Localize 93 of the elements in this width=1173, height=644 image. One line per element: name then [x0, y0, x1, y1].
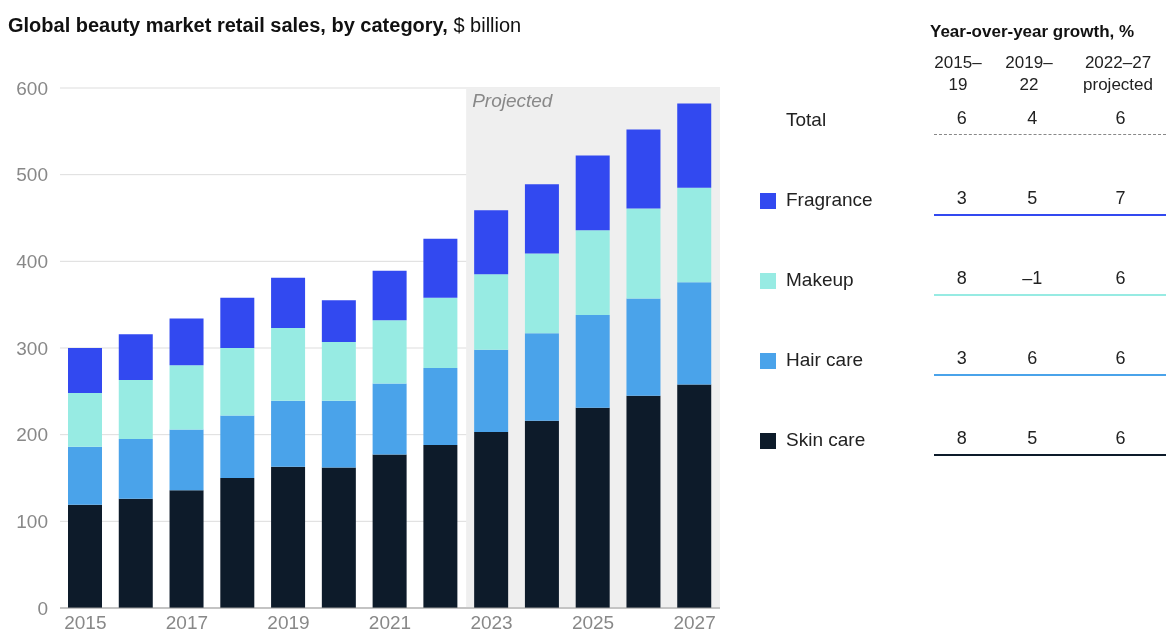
y-tick-label: 500 [16, 164, 48, 186]
x-tick-label: 2021 [368, 612, 412, 634]
bar [271, 400, 306, 467]
bar [118, 380, 153, 439]
bar [626, 395, 661, 608]
bar [474, 274, 509, 350]
bar [68, 348, 102, 394]
y-axis-title: $ billion [453, 14, 522, 36]
legend-label: Hair care [786, 349, 864, 371]
text: 6 [1114, 428, 1127, 450]
bar [68, 446, 102, 505]
bar [321, 341, 356, 401]
y-tick-label: 0 [37, 597, 48, 619]
bar [575, 155, 610, 231]
text: 8 [955, 268, 968, 290]
bar [169, 365, 204, 430]
text: 6 [955, 108, 968, 130]
text: Total [786, 109, 827, 131]
bar [68, 504, 102, 608]
bar [372, 383, 407, 455]
bar [271, 328, 306, 401]
legend-label: Fragrance [786, 189, 873, 211]
bar [626, 208, 661, 299]
x-tick-label: 2015 [64, 612, 107, 634]
bar [677, 103, 712, 188]
x-tick-label: 2019 [267, 612, 310, 634]
bar [423, 297, 458, 368]
text: 6 [1026, 348, 1039, 370]
bar [372, 320, 407, 384]
bar [220, 415, 255, 478]
bar [68, 393, 102, 447]
bar [677, 187, 712, 283]
x-tick-label: 2017 [165, 612, 209, 634]
bar [220, 478, 255, 608]
text: 4 [1026, 108, 1039, 130]
text: 5 [1026, 428, 1039, 450]
bar [271, 466, 306, 608]
y-tick-label: 600 [16, 77, 48, 99]
text: 2022–27 projected [1082, 52, 1154, 96]
bar [474, 210, 509, 275]
bar [474, 432, 509, 608]
bar [321, 400, 356, 468]
text: 2019–22 [1004, 52, 1054, 96]
bar [524, 253, 559, 334]
chart-title: Global beauty market retail sales, by category, [8, 14, 448, 36]
text: 3 [955, 348, 968, 370]
bar [169, 318, 204, 366]
bar [524, 333, 559, 421]
bar [321, 467, 356, 608]
bar [372, 454, 407, 608]
bar [169, 490, 204, 608]
bar [524, 420, 559, 608]
text: 3 [955, 188, 968, 210]
bar [575, 230, 610, 316]
y-tick-label: 400 [16, 251, 48, 273]
y-tick-label: 200 [16, 424, 48, 446]
bar [118, 334, 153, 381]
bar [423, 238, 458, 298]
text: 8 [955, 428, 968, 450]
bar [220, 297, 255, 348]
bar [220, 348, 255, 416]
bar [626, 298, 661, 396]
bar [118, 439, 153, 499]
bar [118, 498, 153, 608]
text: 5 [1026, 188, 1039, 210]
legend-label: Makeup [786, 269, 854, 291]
text: –1 [1021, 268, 1044, 290]
bar [423, 367, 458, 446]
bar [423, 445, 458, 608]
y-tick-label: 300 [16, 337, 48, 359]
bar [169, 429, 204, 491]
text: 6 [1114, 348, 1127, 370]
bar [524, 184, 559, 254]
bar [321, 300, 356, 342]
bar [575, 315, 610, 408]
y-tick-label: 100 [16, 511, 48, 533]
legend-label: Skin care [786, 429, 866, 451]
x-tick-label: 2027 [673, 612, 716, 634]
text: Year-over-year growth, % [930, 22, 1135, 42]
bar [677, 282, 712, 385]
bar [626, 129, 661, 209]
x-tick-label: 2025 [571, 612, 615, 634]
bar [271, 277, 306, 329]
x-tick-label: 2023 [470, 612, 513, 634]
text: 2015–19 [933, 52, 983, 96]
text: 7 [1114, 188, 1127, 210]
band-label: Projected [472, 90, 554, 112]
bar [575, 407, 610, 608]
text: 6 [1114, 108, 1127, 130]
bar [474, 349, 509, 433]
text: 6 [1114, 268, 1127, 290]
bar [372, 270, 407, 321]
bar [677, 384, 712, 608]
